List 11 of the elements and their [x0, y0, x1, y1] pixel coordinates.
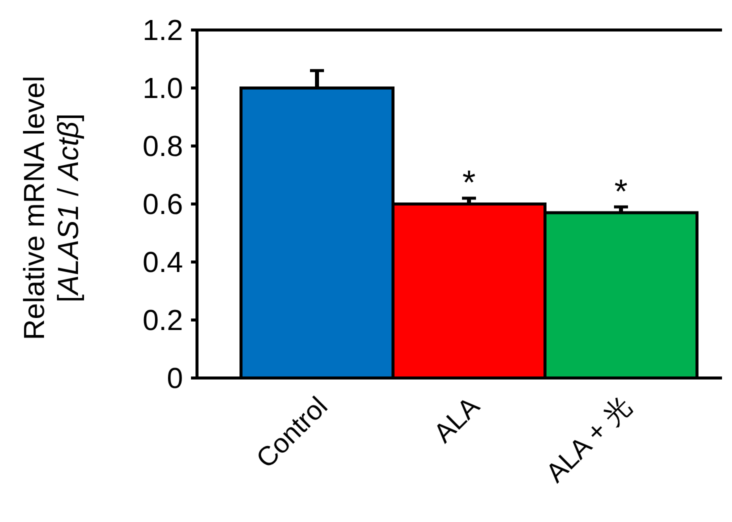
- y-tick-label: 0.8: [142, 131, 183, 163]
- y-tick-label: 1.0: [142, 73, 183, 105]
- y-tick-label: 0.6: [142, 189, 183, 221]
- x-tick-label: ALA: [428, 391, 486, 448]
- y-tick-label: 0.4: [142, 247, 183, 279]
- y-tick-label: 0: [166, 363, 183, 395]
- annotation: *: [614, 172, 628, 211]
- annotation: *: [462, 164, 476, 202]
- y-tick-label: 0.2: [142, 305, 183, 337]
- y-tick-label: 1.2: [142, 15, 183, 47]
- x-tick-label: ALA + 光: [540, 391, 638, 488]
